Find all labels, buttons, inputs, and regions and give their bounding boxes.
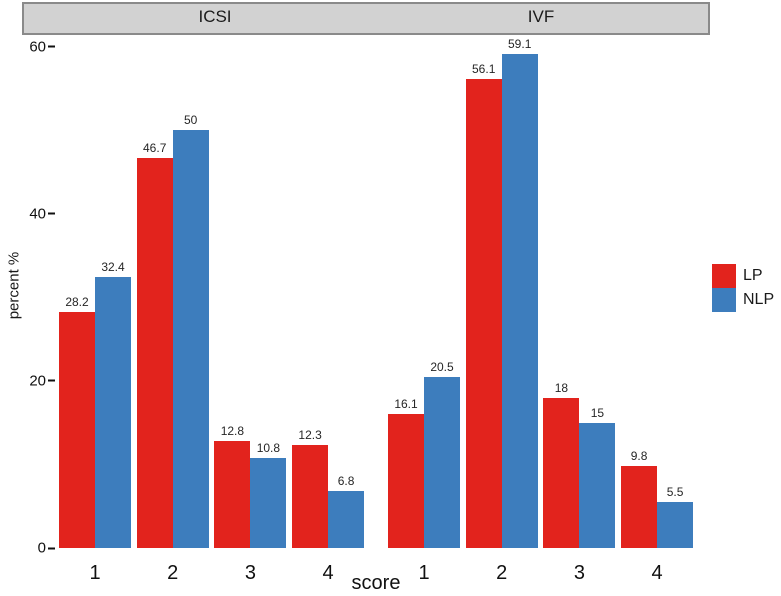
bar-value-label: 18	[554, 380, 569, 395]
x-tick-label: 3	[244, 562, 256, 584]
bar-icsi-2-nlp	[172, 130, 209, 548]
x-tick-label: 2	[167, 562, 179, 584]
bar-value-label: 16.1	[394, 396, 418, 411]
y-tick-label: 20	[28, 372, 55, 389]
facet-label-icsi: ICSI	[198, 7, 232, 26]
x-tick-label: 3	[573, 562, 585, 584]
y-tick-mark	[48, 212, 55, 215]
y-axis-title: percent %	[5, 251, 23, 320]
bar-ivf-2-lp	[465, 79, 502, 548]
x-tick-label: 4	[651, 562, 663, 584]
bar-value-label: 28.2	[65, 295, 89, 310]
legend-swatch-lp	[712, 264, 736, 288]
bar-icsi-3-lp	[214, 441, 251, 548]
bar-ivf-3-nlp	[579, 422, 616, 548]
legend-label: LP	[743, 267, 763, 284]
bar-ivf-3-lp	[543, 397, 580, 548]
bar-value-label: 6.8	[337, 474, 355, 489]
y-tick-label: 40	[28, 205, 55, 222]
bar-icsi-1-lp	[59, 312, 95, 548]
bar-ivf-4-lp	[621, 466, 658, 548]
bar-value-label: 5.5	[666, 485, 684, 500]
y-tick-label: 60	[28, 38, 55, 55]
legend-entry: NLP	[712, 288, 774, 312]
bar-ivf-1-nlp	[424, 376, 460, 548]
legend-swatch-nlp	[712, 288, 736, 312]
x-axis-title: score	[351, 572, 401, 594]
bar-icsi-4-lp	[292, 445, 329, 548]
bar-value-label: 46.7	[143, 140, 167, 155]
legend-label: NLP	[743, 291, 775, 308]
y-tick-label: 0	[28, 540, 55, 557]
legend-entry: LP	[712, 264, 774, 288]
bar-ivf-2-nlp	[501, 54, 538, 548]
bar-value-label: 15	[590, 405, 605, 420]
bar-ivf-4-nlp	[657, 502, 694, 548]
y-tick-mark	[48, 379, 55, 382]
x-tick-label: 1	[89, 562, 101, 584]
bar-icsi-3-nlp	[250, 457, 287, 548]
bar-ivf-1-lp	[388, 413, 424, 548]
bar-value-label: 12.3	[298, 428, 322, 443]
bar-value-label: 32.4	[101, 260, 125, 275]
y-tick-mark	[48, 547, 55, 549]
x-tick-label: 1	[418, 562, 430, 584]
bar-value-label: 10.8	[256, 440, 281, 455]
bar-value-label: 12.8	[220, 424, 245, 439]
bar-value-label: 9.8	[630, 449, 648, 464]
bar-icsi-4-nlp	[328, 491, 365, 548]
facet-label-ivf: IVF	[527, 7, 555, 26]
bar-value-label: 59.1	[508, 37, 532, 52]
bar-value-label: 50	[184, 113, 198, 128]
facet-strip	[22, 2, 710, 35]
y-tick-mark	[48, 45, 55, 48]
x-tick-label: 2	[496, 562, 508, 584]
bar-icsi-1-nlp	[95, 277, 131, 548]
x-tick-label: 4	[322, 562, 334, 584]
legend: LP NLP	[712, 264, 774, 312]
bar-value-label: 20.5	[430, 359, 454, 374]
bar-value-label: 56.1	[472, 62, 496, 77]
bar-icsi-2-lp	[136, 157, 173, 548]
